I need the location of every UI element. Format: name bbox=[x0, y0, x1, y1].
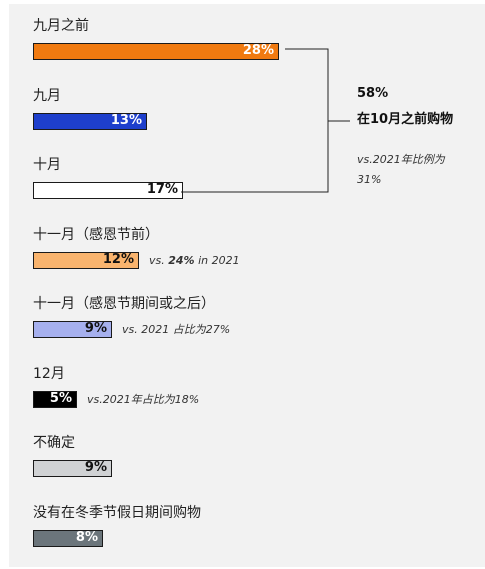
comparison-note-part: vs. bbox=[149, 253, 169, 267]
bar-value-label: 9% bbox=[84, 460, 107, 475]
bar-value-label: 12% bbox=[102, 251, 134, 267]
category-label: 十月 bbox=[33, 157, 61, 173]
comparison-note: vs. 24% in 2021 bbox=[149, 254, 240, 268]
comparison-note-part: in 2021 bbox=[194, 253, 240, 267]
summary-label: 在10月之前购物 bbox=[357, 112, 454, 127]
category-label: 十一月（感恩节期间或之后） bbox=[33, 296, 215, 312]
comparison-note-part: vs.2021年占比为18% bbox=[87, 392, 200, 406]
bar-value-label: 9% bbox=[84, 321, 107, 336]
category-label: 没有在冬季节假日期间购物 bbox=[33, 504, 201, 521]
bar: 8% bbox=[33, 529, 103, 547]
bar: 9% bbox=[33, 460, 112, 477]
bar-value-label: 13% bbox=[110, 112, 142, 128]
summary-value: 58% bbox=[357, 86, 389, 101]
summary-note: vs.2021年比例为 31% bbox=[357, 150, 445, 190]
bar: 28% bbox=[33, 43, 279, 60]
comparison-note-part: 24% bbox=[168, 253, 195, 267]
bar: 13% bbox=[33, 112, 147, 130]
category-label: 十一月（感恩节前） bbox=[33, 226, 159, 243]
comparison-note-part: vs. 2021 占比为27% bbox=[122, 323, 231, 336]
category-label: 不确定 bbox=[33, 435, 75, 451]
category-label: 九月 bbox=[33, 87, 61, 104]
bar: 5% bbox=[33, 390, 77, 408]
bar-value-label: 17% bbox=[146, 182, 178, 197]
comparison-note: vs. 2021 占比为27% bbox=[122, 323, 230, 337]
bar: 9% bbox=[33, 321, 112, 338]
bar: 17% bbox=[33, 182, 183, 199]
bar-value-label: 5% bbox=[49, 390, 72, 406]
summary-note-line2: 31% bbox=[357, 173, 382, 186]
bar-value-label: 8% bbox=[75, 529, 98, 545]
bar-value-label: 28% bbox=[242, 43, 274, 58]
comparison-note: vs.2021年占比为18% bbox=[87, 393, 199, 407]
category-label: 九月之前 bbox=[33, 18, 89, 34]
summary-note-line1: vs.2021年比例为 bbox=[357, 153, 445, 166]
category-label: 12月 bbox=[33, 365, 65, 382]
bar: 12% bbox=[33, 251, 139, 269]
